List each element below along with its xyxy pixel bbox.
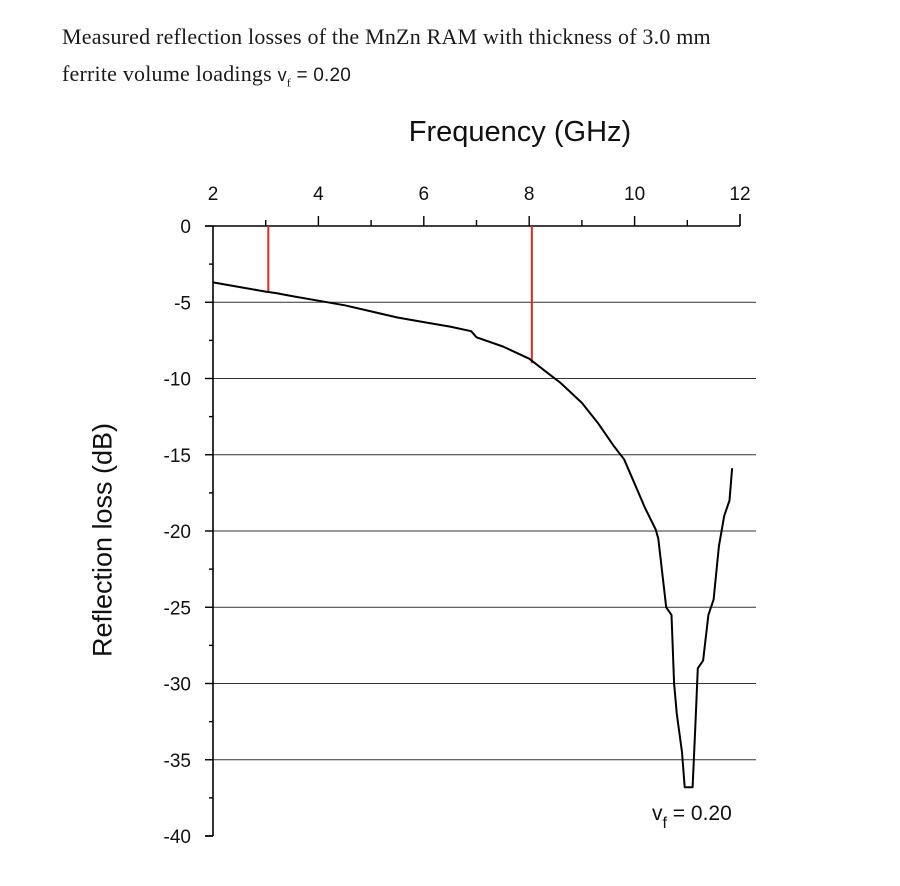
data-point xyxy=(723,515,725,517)
x-tick-label-8: 8 xyxy=(524,184,535,205)
data-point xyxy=(670,614,673,616)
data-point xyxy=(655,528,657,531)
annotation-subscript: f xyxy=(663,815,668,832)
x-axis-title: Frequency (GHz) xyxy=(408,116,632,148)
data-point xyxy=(528,358,530,360)
annotation-variable: v xyxy=(652,802,663,825)
data-point xyxy=(673,682,675,685)
data-point xyxy=(694,728,696,730)
data-point xyxy=(238,286,240,288)
data-point xyxy=(275,292,277,294)
data-point xyxy=(731,467,733,470)
data-point xyxy=(344,304,346,306)
series-layer xyxy=(212,281,734,789)
data-point xyxy=(676,713,678,715)
x-tick-label-10: 10 xyxy=(624,184,645,205)
caption-line-1: Measured reflection losses of the MnZn R… xyxy=(62,24,711,49)
caption-line-2-prefix: ferrite volume loadings xyxy=(62,61,278,86)
annotation-value: = 0.20 xyxy=(667,802,732,825)
y-tick-label-m15: -15 xyxy=(164,446,191,467)
grid-layer xyxy=(213,301,756,761)
data-point xyxy=(581,402,583,404)
data-point xyxy=(702,660,704,662)
data-point xyxy=(681,751,683,753)
y-tick-label-m35: -35 xyxy=(164,751,191,772)
caption-variable-subscript: f xyxy=(286,75,291,90)
x-tick-label-4: 4 xyxy=(313,184,324,205)
annotation-vf-label: vf = 0.20 xyxy=(652,802,732,832)
data-point xyxy=(634,483,636,485)
label-layer: 2 4 6 8 10 12 0 -5 -10 -15 -20 -25 -30 -35 -40 vf = 0.2… xyxy=(164,184,751,848)
data-point xyxy=(544,370,546,372)
caption-line-2-suffix: = 0.20 xyxy=(290,65,352,86)
data-point xyxy=(423,321,425,323)
caption-variable: v xyxy=(277,65,287,85)
data-point xyxy=(644,507,646,509)
data-point xyxy=(291,295,293,297)
data-point xyxy=(396,316,399,319)
data-point xyxy=(612,445,615,447)
x-tick-label-2: 2 xyxy=(208,184,219,205)
data-point xyxy=(502,345,504,348)
data-point xyxy=(684,786,686,788)
data-line-series-1 xyxy=(212,281,734,789)
data-point xyxy=(623,458,625,460)
data-point xyxy=(657,538,659,540)
data-point xyxy=(470,330,472,332)
data-point xyxy=(265,290,267,293)
data-point xyxy=(718,545,720,547)
y-tick-label-m20: -20 xyxy=(164,522,191,543)
data-point xyxy=(475,336,478,338)
y-tick-label-m40: -40 xyxy=(164,827,191,848)
y-tick-label-m30: -30 xyxy=(164,675,191,696)
data-point xyxy=(665,606,667,608)
data-point xyxy=(317,300,319,302)
y-tick-label-m10: -10 xyxy=(164,370,191,391)
y-tick-label-m25: -25 xyxy=(164,598,191,619)
axis-layer xyxy=(205,214,741,837)
caption-line-2: ferrite volume loadings vf = 0.20 xyxy=(62,55,882,101)
y-tick-label-m5: -5 xyxy=(174,293,191,314)
data-point xyxy=(212,281,214,284)
data-point xyxy=(713,599,715,601)
marker-layer xyxy=(267,226,533,364)
x-tick-label-6: 6 xyxy=(419,184,430,205)
data-point xyxy=(449,326,451,328)
data-point xyxy=(370,310,372,312)
data-point xyxy=(697,667,699,669)
x-tick-label-12: 12 xyxy=(729,184,750,205)
data-point xyxy=(560,382,562,384)
figure-caption: Measured reflection losses of the MnZn R… xyxy=(62,18,882,101)
data-point xyxy=(707,614,709,616)
data-point xyxy=(597,422,599,424)
data-point xyxy=(728,499,731,502)
data-point xyxy=(691,786,694,788)
y-tick-label-0: 0 xyxy=(180,217,191,238)
